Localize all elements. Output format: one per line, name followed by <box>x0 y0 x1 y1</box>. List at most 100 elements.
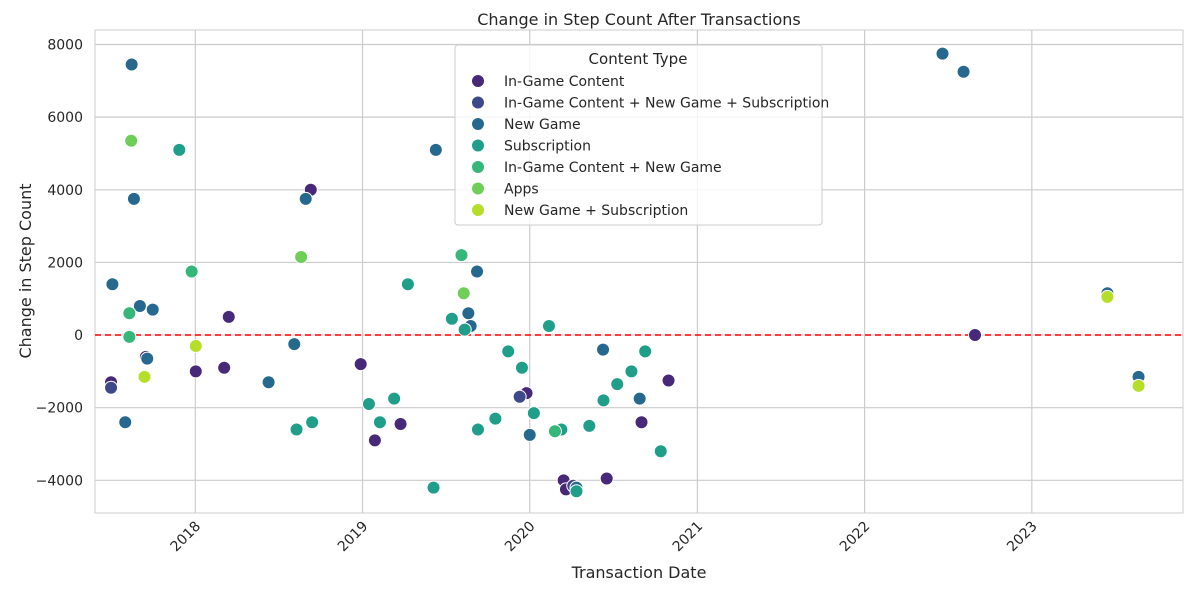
y-tick-label: 2000 <box>47 255 83 271</box>
data-point <box>634 415 649 430</box>
data-point <box>137 369 152 384</box>
x-tick-label: 2018 <box>168 519 205 556</box>
data-point <box>221 309 236 324</box>
data-point <box>145 302 160 317</box>
data-point <box>372 415 387 430</box>
legend-items: In-Game Content In-Game Content + New Gam… <box>471 74 829 219</box>
data-point <box>294 249 309 264</box>
data-point <box>457 322 472 337</box>
data-point <box>122 329 137 344</box>
data-point <box>632 391 647 406</box>
data-point <box>653 444 668 459</box>
y-tick-label: 8000 <box>47 38 83 54</box>
data-point <box>140 351 155 366</box>
data-point <box>935 46 950 61</box>
data-point <box>426 480 441 495</box>
data-point <box>661 373 676 388</box>
x-tick-labels: 2018 2019 2020 2021 2022 2023 <box>168 519 1041 556</box>
data-point <box>541 318 556 333</box>
data-point <box>444 311 459 326</box>
legend-label: In-Game Content <box>504 74 625 90</box>
data-point <box>569 484 584 499</box>
data-point <box>400 277 415 292</box>
data-point <box>172 142 187 157</box>
x-tick-label: 2021 <box>670 519 707 556</box>
data-point <box>124 57 139 72</box>
y-tick-label: −2000 <box>36 401 83 417</box>
data-point <box>968 328 983 343</box>
legend-label: New Game <box>504 117 581 133</box>
legend-box <box>454 44 823 226</box>
legend-marker <box>471 160 485 174</box>
legend-title: Content Type <box>589 50 688 68</box>
data-point <box>287 337 302 352</box>
data-point <box>361 397 376 412</box>
data-point <box>547 424 562 439</box>
y-tick-label: 4000 <box>47 183 83 199</box>
data-point <box>393 417 408 432</box>
x-tick-label: 2022 <box>837 519 874 556</box>
data-point <box>956 64 971 79</box>
data-point <box>461 306 476 321</box>
legend-marker <box>471 181 485 196</box>
data-point <box>298 191 313 206</box>
data-point <box>305 415 320 430</box>
data-point <box>261 375 276 390</box>
data-point <box>217 360 232 375</box>
legend-label: New Game + Subscription <box>504 203 688 219</box>
legend-marker <box>471 203 485 217</box>
data-point <box>122 306 137 321</box>
y-axis-label: Change in Step Count <box>16 183 35 358</box>
data-point <box>132 299 147 313</box>
data-point <box>514 360 529 375</box>
data-point <box>126 191 141 206</box>
data-point <box>184 264 199 279</box>
data-point <box>596 393 611 408</box>
data-point <box>188 338 203 353</box>
data-point <box>1100 289 1115 304</box>
legend-label: In-Game Content + New Game + Subscriptio… <box>504 96 829 112</box>
data-point <box>124 133 139 148</box>
data-point <box>582 418 597 433</box>
data-point <box>599 471 614 486</box>
legend-label: Subscription <box>504 139 591 155</box>
chart-title: Change in Step Count After Transactions <box>477 10 801 29</box>
x-tick-label: 2023 <box>1004 519 1041 556</box>
data-point <box>387 391 402 406</box>
data-point <box>1131 378 1146 393</box>
legend-marker <box>471 95 485 110</box>
y-tick-label: 6000 <box>47 110 83 126</box>
x-axis-label: Transaction Date <box>571 563 707 582</box>
data-point <box>367 433 382 448</box>
legend-marker <box>471 117 485 131</box>
data-point <box>526 406 541 421</box>
legend-marker <box>471 74 485 88</box>
data-point <box>596 342 611 357</box>
data-point <box>454 248 469 263</box>
legend-label: In-Game Content + New Game <box>504 160 722 176</box>
y-tick-label: 0 <box>74 328 83 344</box>
legend-marker <box>471 138 485 153</box>
data-points <box>104 46 1146 499</box>
data-point <box>188 364 203 379</box>
x-tick-label: 2020 <box>502 519 539 556</box>
data-point <box>456 286 471 301</box>
data-point <box>105 277 120 292</box>
y-tick-labels: −4000 −2000 0 2000 4000 6000 8000 <box>36 38 83 490</box>
data-point <box>353 357 368 372</box>
data-point <box>104 380 119 395</box>
data-point <box>624 364 639 379</box>
x-tick-label: 2019 <box>335 519 372 556</box>
data-point <box>638 344 653 359</box>
data-point <box>289 422 304 437</box>
data-point <box>428 142 443 157</box>
data-point <box>512 389 527 404</box>
data-point <box>470 264 485 279</box>
data-point <box>470 422 485 437</box>
data-point <box>488 411 503 426</box>
data-point <box>118 415 133 430</box>
data-point <box>522 427 537 442</box>
data-point <box>501 344 516 359</box>
